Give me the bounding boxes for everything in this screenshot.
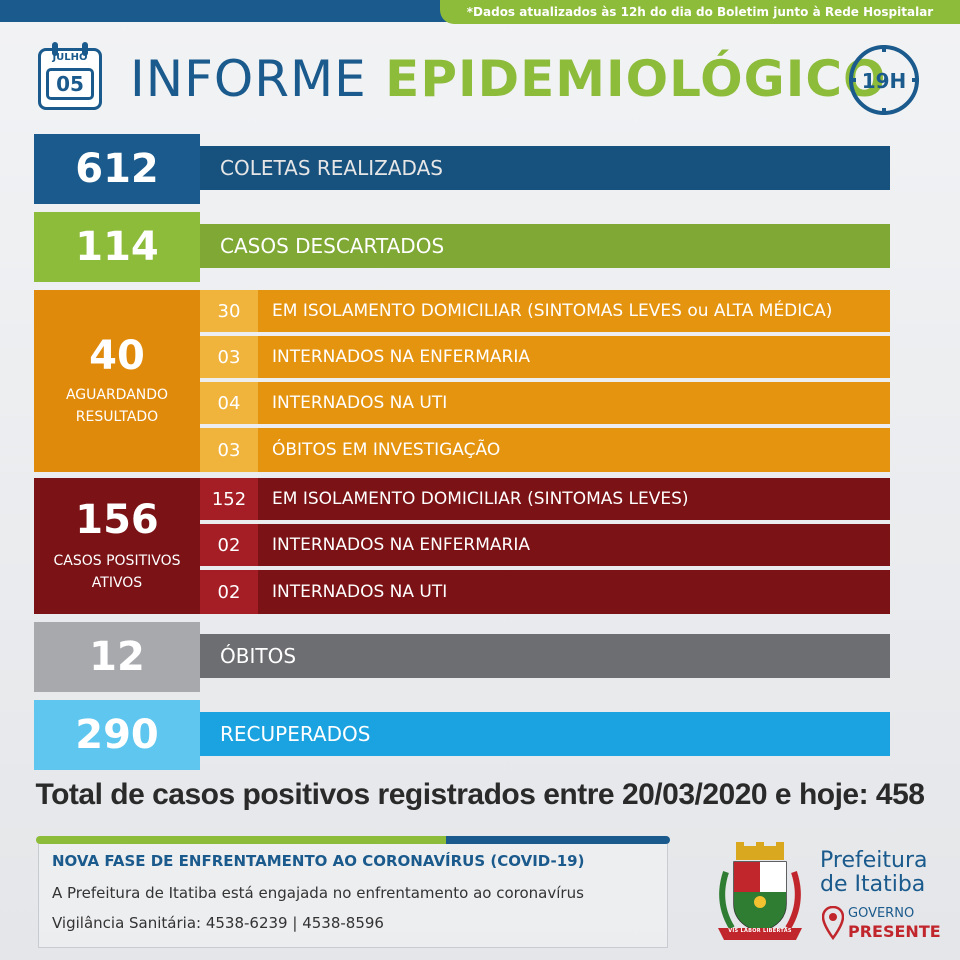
title-epidemiologico: EPIDEMIOLÓGICO <box>385 50 887 108</box>
aguardando-sublabel-2: RESULTADO <box>75 409 159 425</box>
calendar-icon: JULHO 05 <box>38 42 102 110</box>
obitos-label: ÓBITOS <box>200 634 890 678</box>
positivos-value-box: 156 CASOS POSITIVOS ATIVOS <box>34 478 200 614</box>
positivos-sublabel-2: ATIVOS <box>91 575 143 591</box>
descartados-label: CASOS DESCARTADOS <box>200 224 890 268</box>
page-title: INFORME EPIDEMIOLÓGICO <box>130 50 887 120</box>
aguardando-sublabel-1: AGUARDANDO <box>65 387 169 403</box>
aguardando-item-value: 03 <box>200 336 258 378</box>
positivos-item-value: 02 <box>200 524 258 566</box>
aguardando-item-label: ÓBITOS EM INVESTIGAÇÃO <box>258 428 890 472</box>
calendar-day: 05 <box>46 68 94 100</box>
positivos-item-value: 02 <box>200 570 258 614</box>
total-positive-cases: Total de casos positivos registrados ent… <box>35 778 925 811</box>
positivos-item-value: 152 <box>200 478 258 520</box>
info-line-2: Vigilância Sanitária: 4538-6239 | 4538-8… <box>52 914 384 932</box>
update-note: *Dados atualizados às 12h do dia do Bole… <box>440 0 960 24</box>
coletas-label: COLETAS REALIZADAS <box>200 146 890 190</box>
positivos-value: 156 <box>75 497 159 543</box>
aguardando-item-label: INTERNADOS NA UTI <box>258 382 890 424</box>
positivos-sublabel-1: CASOS POSITIVOS <box>53 553 181 569</box>
coletas-value: 612 <box>75 146 159 192</box>
presente-label: PRESENTE <box>848 922 941 941</box>
clock-time: 19H <box>862 69 907 93</box>
positivos-item-label: EM ISOLAMENTO DOMICILIAR (SINTOMAS LEVES… <box>258 478 890 520</box>
descartados-value: 114 <box>75 224 159 270</box>
aguardando-item-value: 04 <box>200 382 258 424</box>
crest-motto: VIS LABOR LIBERTAS <box>728 928 792 934</box>
aguardando-item-label: EM ISOLAMENTO DOMICILIAR (SINTOMAS LEVES… <box>258 290 890 332</box>
obitos-value: 12 <box>89 634 145 680</box>
info-line-1: A Prefeitura de Itatiba está engajada no… <box>52 884 584 902</box>
descartados-value-box: 114 <box>34 212 200 282</box>
aguardando-item-label: INTERNADOS NA ENFERMARIA <box>258 336 890 378</box>
clock-icon: 19H <box>846 42 922 118</box>
info-box <box>38 844 668 948</box>
aguardando-item-value: 30 <box>200 290 258 332</box>
governo-label: GOVERNO <box>848 906 915 921</box>
recuperados-value: 290 <box>75 712 159 758</box>
aguardando-breakdown: 30 EM ISOLAMENTO DOMICILIAR (SINTOMAS LE… <box>200 290 890 472</box>
recuperados-label: RECUPERADOS <box>200 712 890 756</box>
recuperados-value-box: 290 <box>34 700 200 770</box>
positivos-item-label: INTERNADOS NA ENFERMARIA <box>258 524 890 566</box>
aguardando-item-value: 03 <box>200 428 258 472</box>
info-title: NOVA FASE DE ENFRENTAMENTO AO CORONAVÍRU… <box>52 852 585 870</box>
info-accent-blue <box>446 836 670 844</box>
aguardando-value: 40 <box>89 333 145 379</box>
info-accent-green <box>36 836 446 844</box>
positivos-item-label: INTERNADOS NA UTI <box>258 570 890 614</box>
positivos-breakdown: 152 EM ISOLAMENTO DOMICILIAR (SINTOMAS L… <box>200 478 890 614</box>
aguardando-value-box: 40 AGUARDANDO RESULTADO <box>34 290 200 472</box>
obitos-value-box: 12 <box>34 622 200 692</box>
prefeitura-line-1: Prefeitura <box>820 848 928 873</box>
location-pin-icon <box>821 905 845 941</box>
title-informe: INFORME <box>130 50 367 108</box>
prefeitura-line-2: de Itatiba <box>820 872 926 897</box>
coletas-value-box: 612 <box>34 134 200 204</box>
city-crest-icon <box>712 842 808 946</box>
calendar-month: JULHO <box>52 52 88 63</box>
